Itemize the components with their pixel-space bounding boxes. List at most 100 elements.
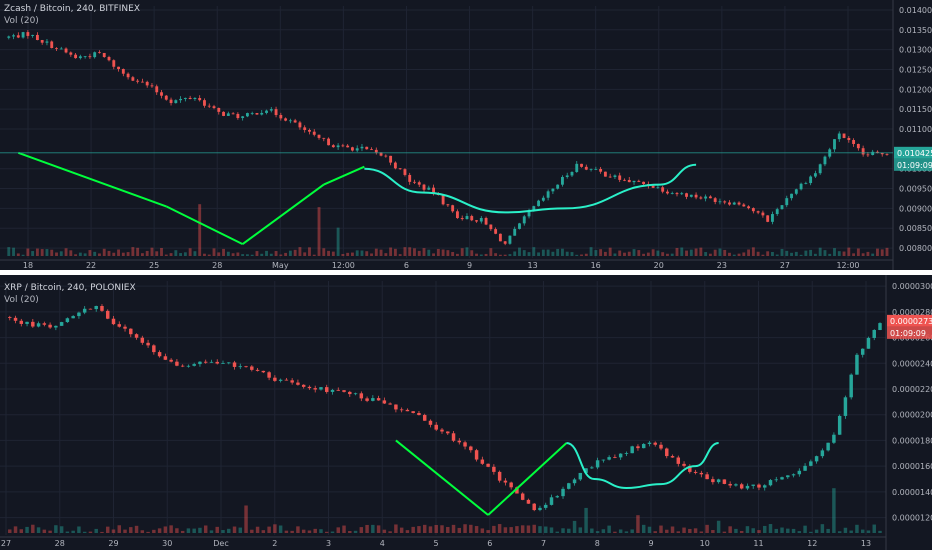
candle-body — [102, 52, 106, 58]
volume-bar — [763, 525, 767, 533]
candle-body — [31, 34, 35, 36]
candle-body — [112, 60, 116, 67]
volume-bar — [88, 250, 92, 256]
candle-body — [19, 320, 24, 324]
candle-body — [607, 457, 611, 460]
x-tick-label: 27 — [1, 539, 11, 548]
volume-bar — [732, 254, 736, 256]
candle-body — [723, 201, 727, 203]
candle-body — [77, 312, 81, 317]
volume-bar — [288, 250, 292, 256]
volume-bar — [417, 250, 421, 256]
candle-body — [244, 366, 248, 368]
candle-body — [129, 328, 133, 335]
candle-body — [405, 409, 410, 412]
candle-body — [45, 41, 49, 43]
volume-bar — [188, 248, 192, 256]
candle-body — [265, 110, 268, 113]
candle-body — [484, 218, 488, 225]
volume-bar — [370, 253, 373, 256]
volume-bar — [520, 525, 525, 533]
xrp-btc-chart[interactable]: 0.000030000.000028000.000026000.00002400… — [0, 275, 932, 550]
candle-body — [417, 182, 421, 185]
volume-bar — [589, 247, 593, 256]
candle-body — [111, 318, 116, 325]
volume-bar — [804, 250, 808, 256]
candle-body — [93, 52, 97, 58]
volume-bar — [751, 528, 755, 533]
candle-body — [799, 183, 803, 190]
y-tick-label: 0.008000 — [899, 244, 932, 253]
candle-body — [370, 149, 373, 151]
candle-body — [54, 325, 58, 328]
volume-bar — [832, 488, 836, 533]
candle-body — [653, 442, 657, 445]
volume-bar — [203, 253, 206, 256]
volume-bar — [50, 249, 54, 256]
candle-body — [134, 334, 139, 338]
candle-body — [399, 409, 404, 411]
candle-body — [861, 148, 865, 155]
volume-bar — [556, 248, 560, 256]
trend-line — [242, 183, 325, 245]
candle-body — [341, 145, 345, 147]
volume-bar — [532, 524, 536, 533]
candle-body — [365, 398, 369, 401]
candle-body — [737, 202, 741, 205]
candle-body — [556, 184, 560, 189]
candle-body — [388, 403, 392, 405]
x-tick-label: 9 — [467, 261, 472, 270]
candle-body — [636, 446, 640, 449]
volume-bar — [164, 254, 168, 256]
volume-bar — [42, 529, 47, 533]
volume-bar — [25, 526, 29, 533]
x-tick-label: 2 — [272, 539, 277, 548]
candle-body — [670, 193, 674, 194]
candle-body — [745, 485, 750, 489]
volume-bar — [359, 527, 364, 533]
volume-bar — [360, 250, 364, 256]
volume-bar — [518, 247, 521, 256]
candle-body — [647, 442, 652, 445]
volume-bar — [537, 252, 541, 256]
candle-body — [618, 453, 623, 458]
volume-bar — [54, 525, 58, 533]
volume-bar — [570, 252, 574, 256]
volume-bar — [837, 531, 842, 533]
candle-body — [813, 173, 817, 177]
candle-body — [107, 57, 111, 61]
volume-bar — [465, 247, 469, 256]
candle-body — [88, 56, 92, 58]
candle-body — [820, 450, 825, 457]
candle-body — [186, 365, 191, 367]
candle-body — [413, 181, 416, 183]
volume-bar — [317, 207, 321, 256]
candle-body — [290, 380, 294, 383]
candle-body — [513, 228, 517, 236]
volume-bar — [8, 529, 12, 533]
candle-body — [804, 183, 808, 184]
volume-bar — [255, 526, 260, 533]
volume-bar — [497, 524, 502, 533]
candle-body — [463, 442, 467, 447]
volume-bar — [855, 524, 859, 533]
volume-bar — [747, 249, 751, 256]
volume-bar — [186, 528, 191, 533]
volume-bar — [814, 529, 819, 533]
candle-body — [689, 194, 693, 197]
volume-bar — [794, 251, 798, 256]
candle-body — [69, 52, 73, 55]
candle-body — [278, 379, 283, 381]
volume-bar — [408, 247, 412, 256]
volume-bar — [93, 251, 97, 256]
candle-body — [140, 337, 145, 343]
candle-body — [209, 361, 214, 363]
candle-body — [465, 216, 469, 220]
candle-body — [78, 56, 82, 59]
pane-separator[interactable] — [0, 270, 932, 275]
volume-bar — [355, 250, 359, 256]
timer-tag-label: 01:09:09 — [897, 161, 932, 170]
volume-bar — [799, 254, 803, 256]
